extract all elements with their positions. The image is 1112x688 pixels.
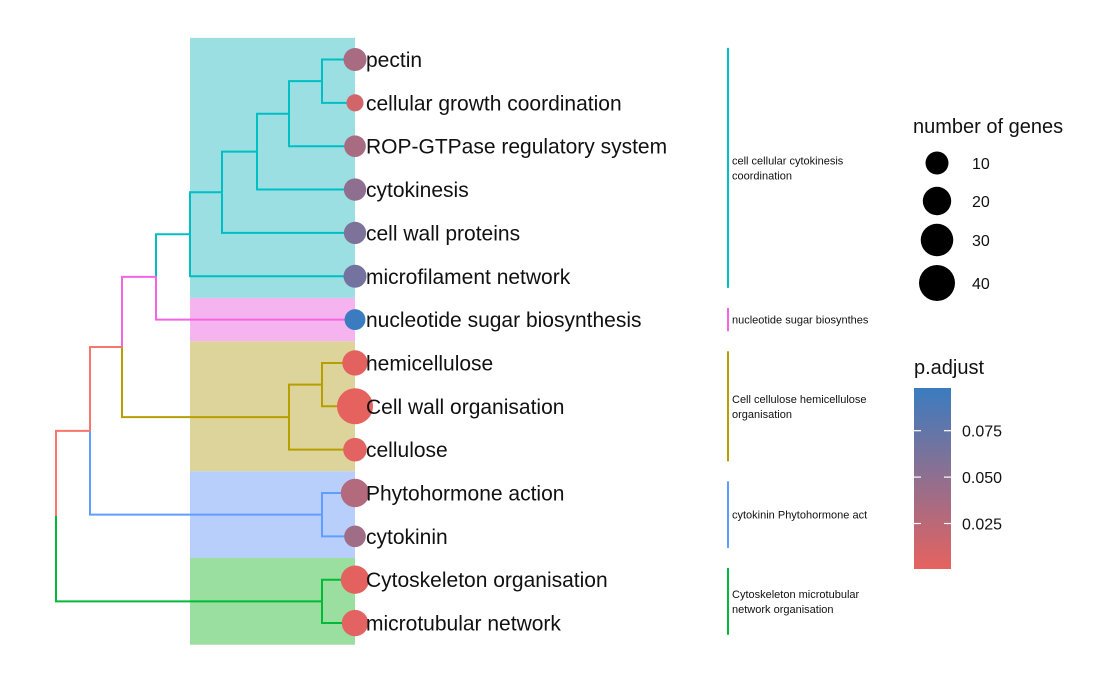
dendrogram-branch xyxy=(155,233,190,277)
dendrogram-branch xyxy=(288,383,322,418)
term-label: cellulose xyxy=(366,439,448,462)
size-legend-label: 20 xyxy=(972,194,990,211)
term-point xyxy=(342,350,368,376)
dendrogram-branch xyxy=(121,275,156,348)
size-legend-label: 40 xyxy=(972,276,990,293)
size-legend: number of genes 10 20 30 40 xyxy=(913,116,1063,301)
cluster-label: nucleotide sugar biosynthes xyxy=(732,315,869,327)
term-label: Phytohormone action xyxy=(366,483,564,506)
term-point xyxy=(344,525,366,548)
dendrogram-branch xyxy=(55,516,322,603)
dendrogram-branch xyxy=(221,192,355,234)
color-legend-label: 0.050 xyxy=(962,470,1002,487)
color-legend: p.adjust 0.075 0.050 0.025 xyxy=(914,357,1002,569)
term-label: Cell wall organisation xyxy=(366,396,564,419)
dendrogram-branch xyxy=(89,346,122,431)
term-label: cytokinesis xyxy=(366,179,469,202)
cluster-bands xyxy=(190,37,355,645)
cluster-label: organisation xyxy=(732,409,792,421)
cluster-label: cytokinin Phytohormone act xyxy=(732,510,867,522)
cluster-label: network organisation xyxy=(732,604,834,616)
term-label: cellular growth coordination xyxy=(366,92,622,115)
term-label: Cytoskeleton organisation xyxy=(366,569,608,592)
size-legend-label: 30 xyxy=(972,233,990,250)
term-points xyxy=(337,48,373,637)
dendrogram-branch xyxy=(189,191,222,235)
term-label: cell wall proteins xyxy=(366,222,520,245)
dendrogram-branch xyxy=(288,417,355,451)
size-legend-label: 10 xyxy=(972,156,990,173)
color-legend-title: p.adjust xyxy=(914,357,984,379)
term-point xyxy=(344,309,366,331)
size-legend-title: number of genes xyxy=(913,116,1063,138)
dendrogram xyxy=(55,58,355,625)
size-legend-key xyxy=(925,151,949,175)
color-legend-label: 0.025 xyxy=(962,517,1002,534)
term-point xyxy=(344,135,366,158)
term-point xyxy=(343,437,367,462)
dendrogram-branch xyxy=(288,113,355,148)
size-legend-key xyxy=(920,223,954,257)
dendrogram-branch xyxy=(121,347,289,419)
term-point xyxy=(343,264,367,288)
cluster-brackets: cell cellular cytokinesis coordination nuc… xyxy=(727,47,869,635)
term-point xyxy=(340,478,370,508)
term-label: microtubular network xyxy=(366,613,561,636)
cluster-label: coordination xyxy=(732,170,792,182)
size-legend-key xyxy=(919,265,955,301)
term-point xyxy=(343,48,367,71)
term-label: nucleotide sugar biosynthesis xyxy=(366,309,642,332)
term-label: pectin xyxy=(366,49,422,72)
size-legend-key xyxy=(922,186,952,216)
term-label: hemicellulose xyxy=(366,352,493,375)
dendrogram-branch xyxy=(55,429,90,516)
term-label: ROP-GTPase regulatory system xyxy=(366,136,667,159)
term-label: cytokinin xyxy=(366,526,448,549)
dendrogram-branch xyxy=(321,81,355,104)
term-point xyxy=(340,565,370,594)
color-legend-label: 0.075 xyxy=(962,424,1002,441)
dendrogram-branch xyxy=(155,276,355,321)
color-legend-bar xyxy=(914,388,951,569)
cluster-band xyxy=(190,37,355,298)
term-labels: pectin cellular growth coordination ROP-GT… xyxy=(366,49,667,636)
dendrogram-branch xyxy=(189,234,355,278)
dendrogram-branch xyxy=(256,151,355,191)
cluster-label: Cytoskeleton microtubular xyxy=(732,589,860,601)
term-point xyxy=(343,221,367,245)
term-point xyxy=(343,178,367,201)
cluster-label: Cell cellulose hemicellulose xyxy=(732,394,867,406)
dendrogram-branch xyxy=(256,112,289,152)
term-point xyxy=(341,609,369,637)
dendrogram-branch xyxy=(321,514,355,538)
term-point xyxy=(337,388,373,425)
dendrogram-branch xyxy=(288,80,322,114)
dendrogram-branch xyxy=(221,150,257,193)
term-point xyxy=(346,94,364,112)
cluster-label: cell cellular cytokinesis xyxy=(732,155,844,167)
dendrogram-branch xyxy=(89,430,322,516)
term-label: microfilament network xyxy=(366,266,571,289)
